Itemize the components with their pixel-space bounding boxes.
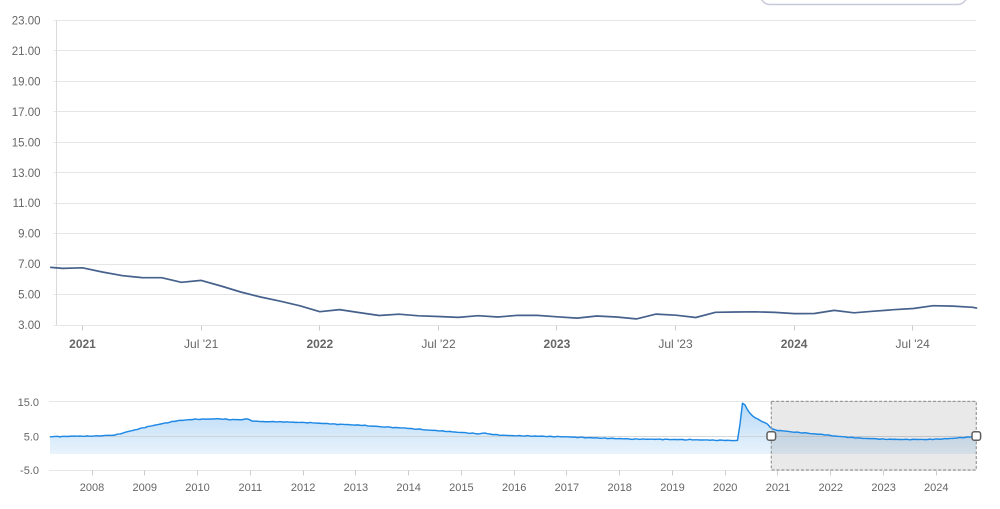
svg-text:9.00: 9.00 (18, 229, 40, 241)
svg-text:2010: 2010 (185, 482, 209, 494)
svg-text:2016: 2016 (502, 482, 526, 494)
svg-text:Jul '23: Jul '23 (658, 337, 693, 351)
svg-text:2022: 2022 (306, 337, 333, 351)
svg-text:2009: 2009 (133, 482, 157, 494)
svg-text:15.00: 15.00 (12, 137, 41, 149)
svg-text:2020: 2020 (713, 482, 737, 494)
svg-text:2024: 2024 (781, 337, 808, 351)
svg-text:7.00: 7.00 (18, 259, 40, 271)
svg-text:15.0: 15.0 (18, 397, 39, 409)
svg-text:2019: 2019 (660, 482, 684, 494)
svg-text:2021: 2021 (766, 482, 790, 494)
svg-text:2012: 2012 (291, 482, 315, 494)
svg-text:5.0: 5.0 (24, 432, 39, 444)
svg-text:21.00: 21.00 (12, 46, 41, 58)
svg-text:19.00: 19.00 (12, 76, 41, 88)
svg-text:2008: 2008 (80, 482, 104, 494)
svg-text:Jul '22: Jul '22 (421, 337, 456, 351)
svg-text:Jul '24: Jul '24 (896, 337, 931, 351)
svg-text:-5.0: -5.0 (20, 465, 39, 477)
svg-text:2023: 2023 (871, 482, 895, 494)
svg-text:13.00: 13.00 (12, 168, 41, 180)
svg-text:2023: 2023 (544, 337, 571, 351)
svg-text:17.00: 17.00 (12, 107, 41, 119)
svg-text:2021: 2021 (69, 337, 96, 351)
svg-text:Jul '21: Jul '21 (184, 337, 219, 351)
svg-text:2011: 2011 (238, 482, 262, 494)
svg-text:5.00: 5.00 (18, 290, 40, 302)
svg-text:3.00: 3.00 (18, 320, 40, 332)
svg-text:2013: 2013 (344, 482, 368, 494)
svg-text:23.00: 23.00 (12, 16, 41, 28)
svg-text:2015: 2015 (449, 482, 473, 494)
svg-text:2014: 2014 (396, 482, 420, 494)
svg-text:2022: 2022 (819, 482, 843, 494)
svg-text:11.00: 11.00 (13, 198, 41, 210)
svg-text:2017: 2017 (555, 482, 579, 494)
svg-text:2024: 2024 (924, 482, 948, 494)
svg-text:2018: 2018 (607, 482, 631, 494)
